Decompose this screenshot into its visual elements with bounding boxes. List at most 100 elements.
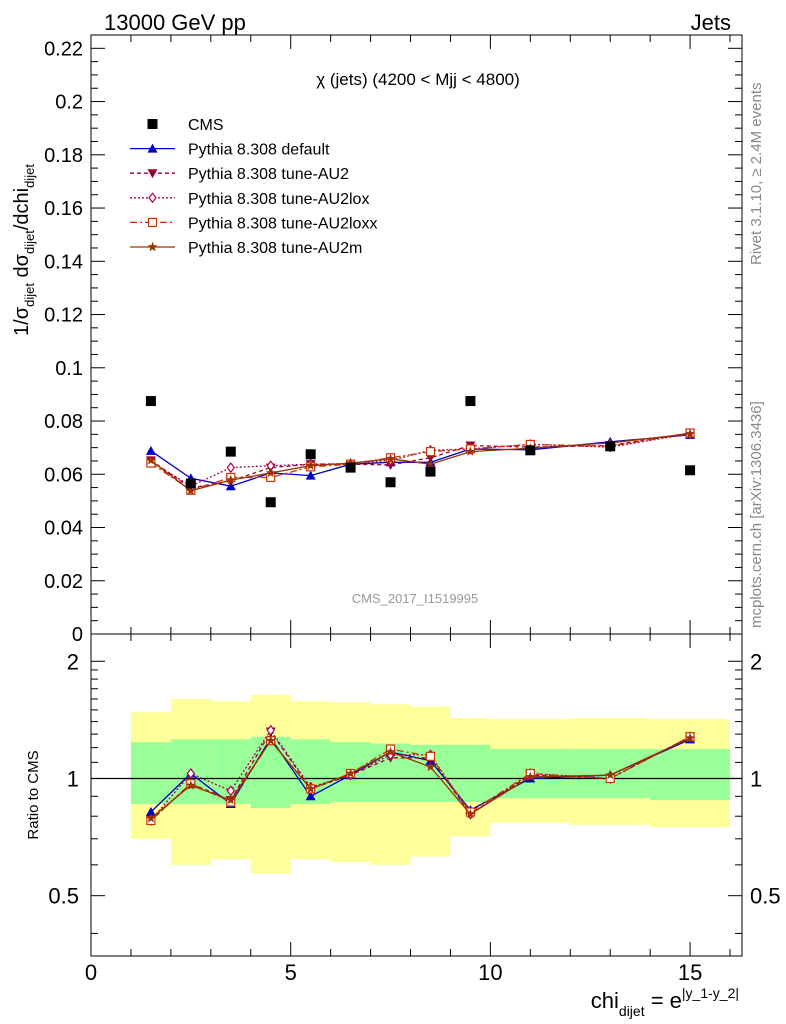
ratio-y-tick-label-right: 1: [750, 766, 762, 791]
rivet-label: Rivet 3.1.10, ≥ 2.4M events: [748, 83, 765, 266]
x-tick-label: 0: [85, 960, 97, 985]
ratio-point-au2m: [385, 746, 396, 757]
legend-label: Pythia 8.308 tune-AU2lox: [188, 191, 369, 208]
ratio-point-au2m: [265, 735, 276, 745]
ratio-line-au2m: [150, 737, 691, 819]
ratio-y-tick-label-right: 0.5: [750, 884, 781, 909]
point-cms: [265, 497, 276, 508]
ratio-point-default: [305, 791, 316, 801]
ylabel-tail: /dchi: [11, 188, 33, 230]
legend-marker-au2lox: [148, 192, 157, 204]
ratio-plot-frame: [90, 633, 743, 957]
point-au2m: [465, 446, 476, 456]
point-cms: [605, 441, 616, 452]
y-tick-label: 0.18: [44, 145, 83, 167]
y-axis-label: 1/σdijet dσdijet/dchidijet: [11, 164, 37, 336]
band-inner: [650, 749, 731, 801]
y-tick-label: 0.08: [44, 411, 83, 433]
y-tick-label: 0.22: [44, 38, 83, 60]
plot-title: χ (jets) (4200 < Mjj < 4800): [316, 70, 520, 89]
ratio-point-au2m: [146, 813, 156, 823]
point-cms: [465, 396, 476, 407]
ratio-point-au2m: [685, 732, 695, 743]
y-tick-label: 0.16: [44, 198, 83, 220]
legend-label: Pythia 8.308 tune-AU2: [188, 166, 349, 183]
ratio-point-au2m: [345, 768, 356, 778]
point-cms: [525, 445, 536, 456]
ratio-point-au2m: [525, 771, 536, 781]
x-tick-label: 5: [285, 960, 297, 985]
ylabel-prefix: 1/σ: [11, 306, 33, 336]
point-au2m: [305, 460, 316, 470]
ratio-y-label: Ratio to CMS: [25, 750, 42, 839]
point-cms: [425, 466, 436, 477]
ratio-point-au2loxx: [425, 751, 436, 761]
ratio-y-tick-label-right: 2: [750, 649, 762, 674]
point-cms: [145, 396, 156, 407]
ratio-line-au2loxx: [150, 736, 691, 821]
legend-marker-au2: [147, 169, 158, 179]
ylabel-sub3: dijet: [22, 164, 37, 188]
ratio-line-au2lox: [150, 729, 691, 821]
point-cms: [685, 465, 696, 476]
svg-text:1/σdijet dσdijet/dchidijet: 1/σdijet dσdijet/dchidijet: [11, 164, 37, 336]
ratio-y-tick-label: 2: [67, 649, 79, 674]
point-cms: [385, 477, 396, 488]
ylabel-sub1: dijet: [22, 283, 37, 307]
xlabel-sub: dijet: [619, 1003, 645, 1019]
point-cms: [345, 462, 356, 473]
point-cms: [185, 478, 196, 489]
point-default: [305, 470, 316, 480]
ylabel-mid: dσ: [11, 253, 33, 283]
legend-label: Pythia 8.308 tune-AU2m: [188, 240, 362, 257]
legend-marker-default: [147, 143, 158, 153]
x-tick-label: 10: [478, 960, 502, 985]
point-au2m: [225, 474, 236, 485]
legend-label: Pythia 8.308 default: [188, 142, 330, 159]
series-line-au2m: [150, 433, 691, 492]
point-cms: [225, 446, 236, 457]
legend-marker-au2m: [147, 241, 158, 252]
header-right: Jets: [691, 10, 731, 35]
xlabel-sup: |y_1-y_2|: [682, 985, 739, 1001]
point-au2m: [345, 457, 356, 468]
ratio-y-tick-label: 0.5: [48, 884, 79, 909]
point-au2loxx: [425, 447, 436, 457]
ratio-point-au2lox: [266, 724, 275, 736]
point-au2m: [146, 455, 156, 465]
header-left: 13000 GeV pp: [104, 10, 246, 35]
watermark: CMS_2017_I1519995: [352, 591, 479, 606]
main-plot-panel: 0 0.02 0.04 0.06 0.08 0.1 0.12 0.14 0.16 0.18 0.2 0…: [44, 34, 743, 646]
point-cms: [305, 449, 316, 460]
y-tick-label: 0.14: [44, 251, 83, 273]
ratio-point-au2lox: [186, 768, 196, 779]
point-au2lox: [226, 462, 236, 474]
y-tick-label: 0: [72, 624, 83, 646]
ratio-point-au2m: [225, 794, 236, 805]
ratio-point-default: [145, 807, 156, 817]
y-tick-label: 0.1: [55, 358, 83, 380]
x-axis-label: chidijet = e|y_1-y_2|: [591, 985, 739, 1019]
legend-label: CMS: [188, 117, 224, 134]
legend-label: Pythia 8.308 tune-AU2loxx: [188, 215, 377, 232]
band-inner: [250, 736, 291, 808]
point-au2m: [385, 453, 396, 463]
legend-marker-au2loxx: [147, 217, 158, 227]
ratio-point-au2m: [425, 761, 436, 772]
series-line-default: [150, 434, 691, 487]
xlabel-base: chi: [591, 988, 619, 1013]
xlabel-eq: = e: [645, 988, 682, 1013]
ylabel-sub2: dijet: [22, 230, 37, 254]
point-au2m: [265, 467, 276, 478]
ratio-y-tick-label: 1: [67, 766, 79, 791]
mcplots-label: mcplots.cern.ch [arXiv:1306.3436]: [748, 401, 765, 628]
point-au2m: [685, 428, 695, 438]
ratio-plot-panel: 0.5 0.5 1 1 2 2 0 5 10 15: [48, 633, 781, 985]
ratio-line-au2: [150, 730, 691, 821]
y-tick-label: 0.04: [44, 518, 83, 540]
ratio-point-au2m: [185, 780, 196, 790]
band-inner: [130, 742, 171, 804]
ratio-point-au2m: [605, 769, 616, 780]
y-tick-label: 0.02: [44, 571, 83, 593]
